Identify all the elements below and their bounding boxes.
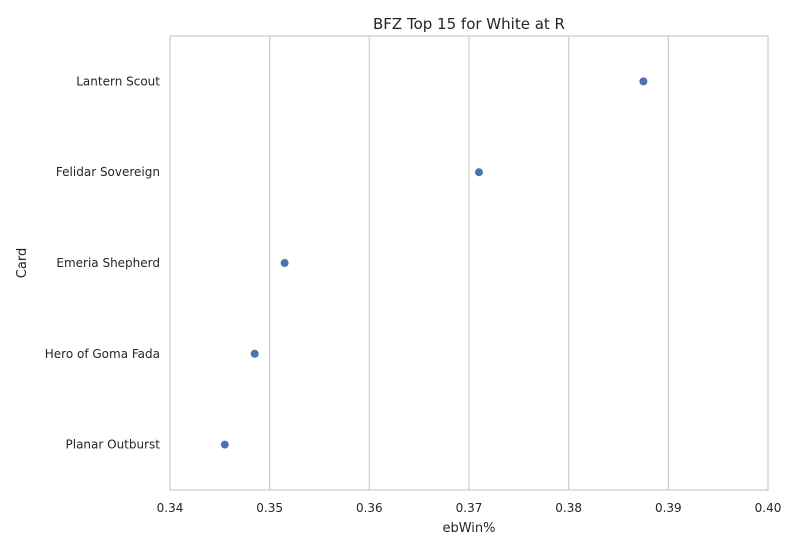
grid-lines xyxy=(269,36,669,490)
x-tick-label: 0.40 xyxy=(755,501,782,515)
data-points xyxy=(220,77,648,449)
x-axis-label: ebWin% xyxy=(442,521,495,536)
plot-frame xyxy=(169,35,769,491)
x-tick-label: 0.37 xyxy=(456,501,483,515)
x-tick-label: 0.38 xyxy=(555,501,582,515)
y-tick-label: Felidar Sovereign xyxy=(56,165,160,179)
y-tick-label: Hero of Goma Fada xyxy=(45,347,160,361)
chart-title: BFZ Top 15 for White at R xyxy=(373,15,565,33)
x-tick-label: 0.36 xyxy=(356,501,383,515)
data-point xyxy=(220,440,229,449)
y-axis-label: Card xyxy=(15,248,30,278)
y-tick-label: Emeria Shepherd xyxy=(56,256,160,270)
data-point xyxy=(474,168,483,177)
data-point xyxy=(250,349,259,358)
y-tick-label: Lantern Scout xyxy=(76,74,160,88)
x-tick-labels: 0.34 0.35 0.36 0.37 0.38 0.39 0.40 xyxy=(157,501,782,515)
x-tick-label: 0.39 xyxy=(655,501,682,515)
data-point xyxy=(639,77,648,86)
y-tick-labels: Lantern Scout Felidar Sovereign Emeria She… xyxy=(45,74,161,451)
data-point xyxy=(280,259,289,267)
x-tick-label: 0.35 xyxy=(256,501,283,515)
x-tick-label: 0.34 xyxy=(157,501,184,515)
y-tick-label: Planar Outburst xyxy=(66,438,161,452)
